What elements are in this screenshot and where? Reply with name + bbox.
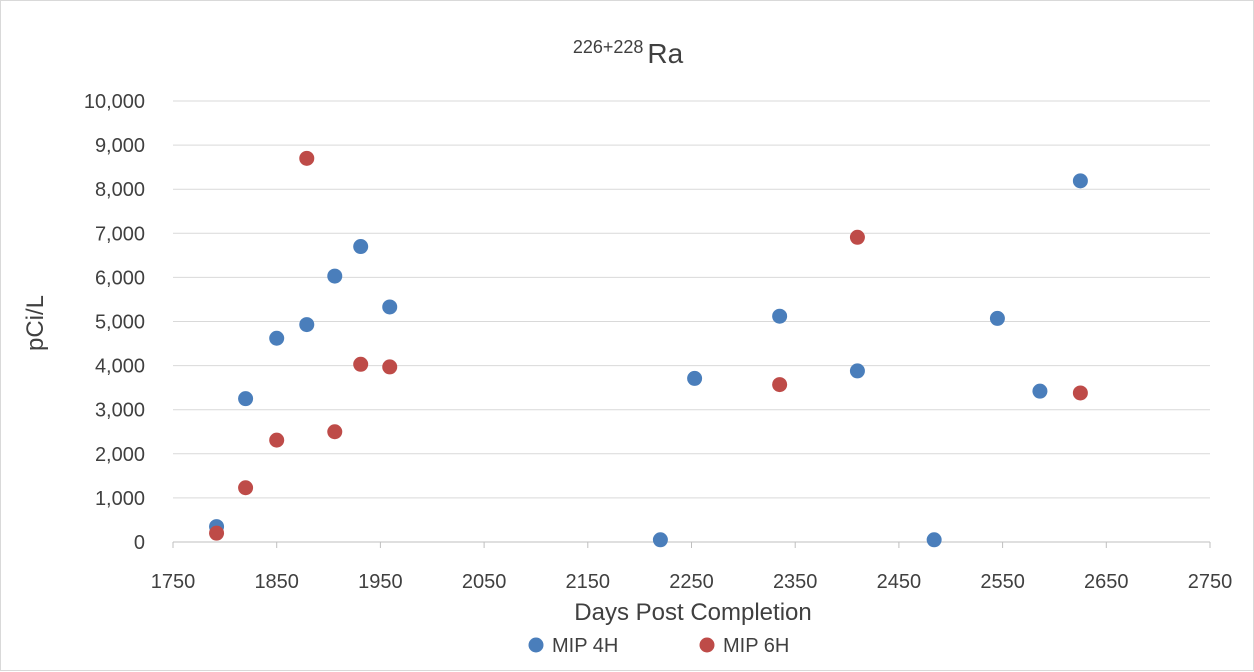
axes: 0 1,000 2,000 3,000 4,000 5,000 6,000 7,000 8,00…: [84, 91, 1232, 593]
y-tick-label: 1,000: [95, 488, 145, 510]
data-point-mip-6h: [327, 424, 343, 440]
data-point-mip-6h: [772, 377, 788, 393]
legend: MIP 4H MIP 6H: [528, 635, 789, 657]
data-point-mip-4h: [1072, 173, 1088, 189]
y-tick-label: 3,000: [95, 400, 145, 422]
y-tick-label: 2,000: [95, 444, 145, 466]
x-tick-label: 1950: [358, 571, 403, 593]
data-point-mip-4h: [687, 370, 703, 386]
data-point-mip-6h: [299, 150, 315, 166]
gridlines: [173, 100, 1210, 499]
x-tick-label: 2450: [877, 571, 922, 593]
chart-title: 226+228 Ra: [573, 37, 684, 69]
data-points: [209, 150, 1088, 548]
x-tick-label: 2250: [669, 571, 714, 593]
data-point-mip-6h: [209, 525, 225, 541]
data-point-mip-6h: [353, 356, 369, 372]
y-tick-label: 6,000: [95, 267, 145, 289]
y-tick-label: 10,000: [84, 91, 145, 113]
data-point-mip-6h: [238, 480, 254, 496]
chart-title-main: Ra: [647, 38, 683, 69]
legend-marker: [699, 637, 715, 653]
x-tick-label: 2350: [773, 571, 818, 593]
data-point-mip-4h: [926, 532, 942, 548]
x-tick-label: 1850: [254, 571, 299, 593]
y-tick-label: 9,000: [95, 135, 145, 157]
chart-title-superscript: 226+228: [573, 37, 644, 57]
data-point-mip-6h: [1072, 385, 1088, 401]
data-point-mip-4h: [989, 310, 1005, 326]
data-point-mip-4h: [1032, 383, 1048, 399]
data-point-mip-4h: [299, 317, 315, 333]
legend-label: MIP 4H: [552, 635, 618, 657]
x-tick-label: 2150: [566, 571, 611, 593]
data-point-mip-4h: [238, 391, 254, 407]
legend-marker: [528, 637, 544, 653]
x-tick-label: 2550: [980, 571, 1025, 593]
x-tick-label: 2650: [1084, 571, 1129, 593]
data-point-mip-4h: [382, 299, 398, 315]
x-tick-label: 2750: [1188, 571, 1233, 593]
y-tick-label: 4,000: [95, 356, 145, 378]
x-tick-label: 2050: [462, 571, 507, 593]
data-point-mip-4h: [269, 330, 285, 346]
data-point-mip-4h: [327, 268, 343, 284]
y-tick-label: 7,000: [95, 223, 145, 245]
x-tick-label: 1750: [151, 571, 196, 593]
data-point-mip-4h: [772, 308, 788, 324]
data-point-mip-6h: [269, 432, 285, 448]
legend-label: MIP 6H: [723, 635, 789, 657]
data-point-mip-6h: [382, 359, 398, 375]
data-point-mip-4h: [849, 363, 865, 379]
data-point-mip-6h: [849, 229, 865, 245]
x-axis-title: Days Post Completion: [574, 599, 811, 626]
y-tick-label: 8,000: [95, 179, 145, 201]
data-point-mip-4h: [652, 532, 668, 548]
y-tick-label: 5,000: [95, 312, 145, 334]
data-point-mip-4h: [353, 239, 369, 255]
y-tick-label: 0: [134, 532, 145, 554]
y-axis-title: pCi/L: [22, 295, 49, 351]
